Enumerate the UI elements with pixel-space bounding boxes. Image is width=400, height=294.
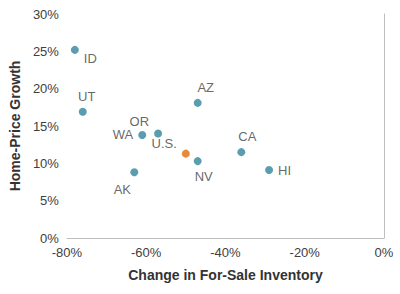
svg-text:-80%: -80%	[52, 245, 83, 260]
svg-text:OR: OR	[130, 114, 150, 129]
svg-text:NV: NV	[195, 169, 213, 184]
svg-text:0%: 0%	[40, 231, 59, 246]
svg-text:25%: 25%	[33, 44, 59, 59]
svg-text:AK: AK	[114, 182, 132, 197]
svg-text:HI: HI	[278, 163, 291, 178]
svg-text:20%: 20%	[33, 81, 59, 96]
svg-text:0%: 0%	[375, 245, 394, 260]
svg-text:CA: CA	[238, 129, 256, 144]
svg-text:WA: WA	[113, 127, 134, 142]
svg-text:UT: UT	[78, 89, 95, 104]
svg-text:-20%: -20%	[290, 245, 321, 260]
svg-text:-40%: -40%	[210, 245, 241, 260]
svg-text:Home-Price Growth: Home-Price Growth	[7, 61, 23, 192]
svg-text:AZ: AZ	[197, 80, 214, 95]
svg-text:30%: 30%	[33, 7, 59, 22]
svg-text:-60%: -60%	[131, 245, 162, 260]
svg-text:5%: 5%	[40, 193, 59, 208]
svg-text:U.S.: U.S.	[152, 136, 177, 151]
svg-text:10%: 10%	[33, 156, 59, 171]
svg-text:Change in For-Sale Inventory: Change in For-Sale Inventory	[128, 267, 323, 283]
svg-text:15%: 15%	[33, 119, 59, 134]
svg-text:ID: ID	[84, 51, 97, 66]
